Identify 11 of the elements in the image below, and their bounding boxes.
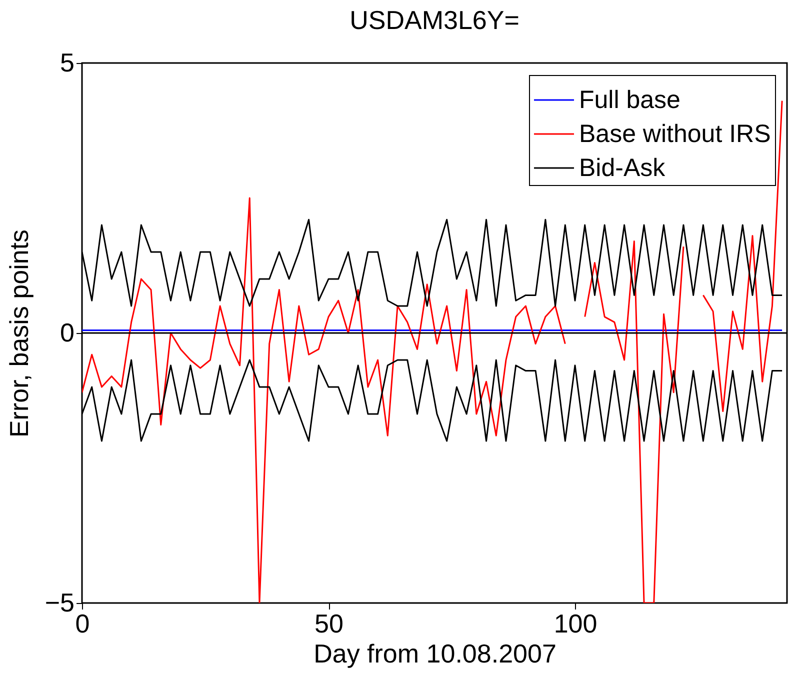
y-tick-label: 5 — [60, 48, 74, 78]
y-axis-title: Error, basis points — [4, 229, 34, 438]
x-tick-label: 100 — [554, 608, 598, 638]
legend-label: Bid-Ask — [579, 154, 666, 182]
legend-label: Full base — [579, 86, 680, 114]
legend-label: Base without IRS — [579, 120, 771, 148]
x-tick-label: 50 — [314, 608, 344, 638]
x-axis-title: Day from 10.08.2007 — [314, 638, 556, 668]
y-tick-label: −5 — [44, 588, 74, 618]
y-tick-label: 0 — [60, 318, 74, 348]
chart-title: USDAM3L6Y= — [350, 5, 520, 35]
